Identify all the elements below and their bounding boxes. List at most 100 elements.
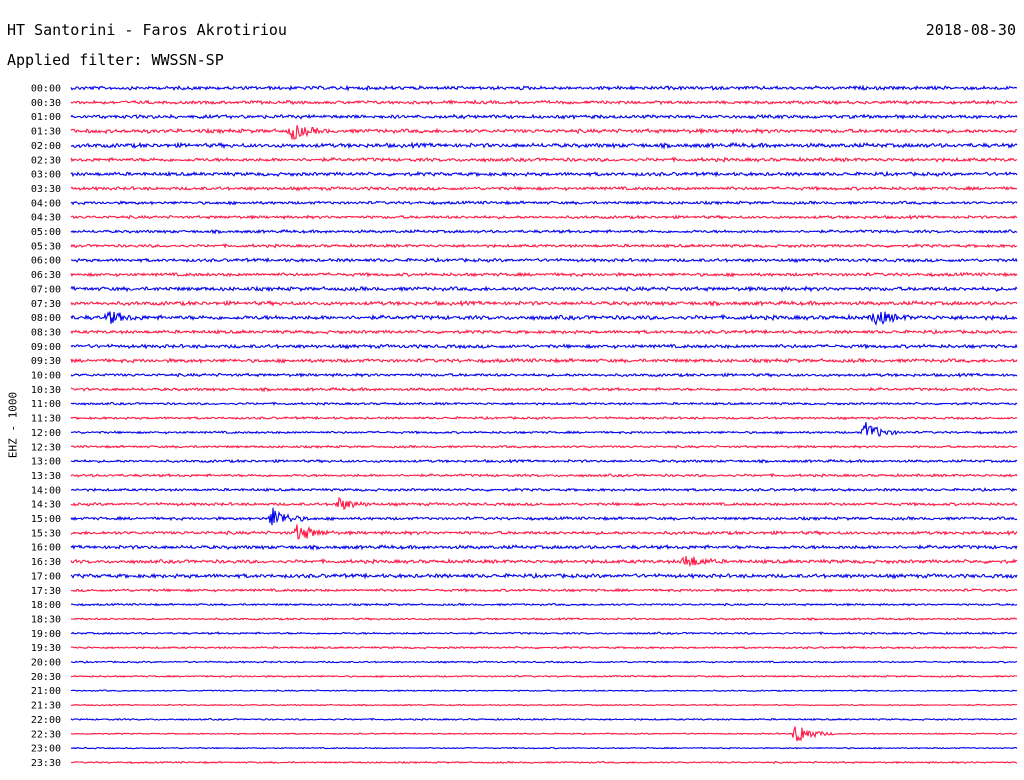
seismic-trace [70, 760, 1018, 765]
seismic-trace [70, 271, 1018, 278]
seismic-trace [70, 587, 1018, 593]
seismic-trace [70, 113, 1018, 121]
seismic-trace [70, 415, 1018, 421]
seismic-trace [70, 256, 1018, 264]
seismic-trace [70, 141, 1018, 150]
seismic-trace [70, 524, 1018, 540]
time-tick-label: 20:00 [31, 658, 61, 669]
seismic-trace [70, 228, 1018, 235]
time-tick-label: 04:30 [31, 213, 61, 224]
time-tick-label: 16:00 [31, 543, 61, 554]
time-tick-label: 06:30 [31, 270, 61, 281]
time-tick-label: 05:00 [31, 227, 61, 238]
seismic-trace [70, 645, 1018, 650]
time-tick-label: 11:30 [31, 414, 61, 425]
time-tick-label: 21:00 [31, 686, 61, 697]
time-tick-label: 12:30 [31, 442, 61, 453]
seismic-trace [70, 631, 1018, 636]
seismic-trace [71, 602, 1018, 607]
seismic-trace [70, 458, 1018, 464]
time-tick-label: 14:30 [31, 500, 61, 511]
time-tick-label: 23:00 [31, 744, 61, 755]
time-tick-label: 01:30 [31, 127, 61, 138]
seismic-trace [70, 125, 1017, 141]
seismic-trace [70, 357, 1018, 365]
seismic-trace [70, 472, 1018, 478]
seismic-trace [70, 543, 1018, 551]
seismic-trace [70, 299, 1018, 308]
time-tick-label: 23:30 [31, 758, 61, 769]
time-tick-label: 08:30 [31, 327, 61, 338]
seismic-trace [70, 156, 1018, 163]
time-tick-label: 20:30 [31, 672, 61, 683]
record-date: 2018-08-30 [925, 21, 1016, 39]
time-tick-label: 18:00 [31, 600, 61, 611]
seismic-trace [70, 401, 1018, 406]
seismic-trace [70, 214, 1018, 221]
time-tick-label: 09:30 [31, 356, 61, 367]
seismic-trace [70, 497, 1018, 511]
seismic-trace [70, 717, 1017, 722]
time-tick-label: 13:30 [31, 471, 61, 482]
seismic-trace [70, 328, 1018, 335]
time-tick-label: 13:00 [31, 457, 61, 468]
seismic-trace [70, 571, 1018, 580]
time-tick-label: 02:00 [31, 141, 61, 152]
seismic-trace [70, 444, 1018, 450]
time-tick-label: 07:30 [31, 299, 61, 310]
seismic-trace [70, 242, 1018, 249]
time-tick-label: 18:30 [31, 614, 61, 625]
time-tick-label: 15:30 [31, 528, 61, 539]
seismic-trace [70, 372, 1018, 378]
time-tick-label: 03:00 [31, 170, 61, 181]
seismic-trace [70, 200, 1018, 206]
time-tick-label: 01:00 [31, 112, 61, 123]
time-tick-label: 19:30 [31, 643, 61, 654]
seismic-trace [70, 507, 1018, 526]
time-tick-label: 05:30 [31, 241, 61, 252]
time-tick-label: 00:30 [31, 98, 61, 109]
seismic-trace [70, 170, 1018, 178]
seismic-trace [70, 556, 1018, 568]
seismic-trace [70, 660, 1018, 664]
time-tick-label: 19:00 [31, 629, 61, 640]
seismic-trace [70, 422, 1018, 437]
seismic-trace [70, 703, 1018, 707]
time-tick-label: 14:00 [31, 485, 61, 496]
seismic-trace [70, 185, 1018, 192]
time-tick-label: 04:00 [31, 198, 61, 209]
time-tick-label: 15:00 [31, 514, 61, 525]
time-tick-label: 16:30 [31, 557, 61, 568]
seismic-trace [70, 99, 1018, 106]
seismic-trace [70, 343, 1018, 350]
time-tick-label: 21:30 [31, 701, 61, 712]
time-tick-label: 10:00 [31, 371, 61, 382]
seismic-trace [70, 674, 1018, 679]
seismic-trace [70, 285, 1018, 293]
time-tick-label: 22:30 [31, 729, 61, 740]
time-tick-label: 08:00 [31, 313, 61, 324]
time-tick-label: 11:00 [31, 399, 61, 410]
time-tick-label: 10:30 [31, 385, 61, 396]
seismic-trace [70, 84, 1018, 92]
seismic-trace [71, 487, 1018, 493]
station-title: HT Santorini - Faros Akrotiriou [7, 21, 287, 39]
time-tick-label: 03:30 [31, 184, 61, 195]
time-tick-label: 06:00 [31, 256, 61, 267]
time-tick-label: 07:00 [31, 284, 61, 295]
time-tick-label: 09:00 [31, 342, 61, 353]
time-tick-label: 02:30 [31, 155, 61, 166]
time-tick-label: 17:00 [31, 571, 61, 582]
time-tick-label: 00:00 [31, 84, 61, 95]
seismic-trace [70, 616, 1018, 622]
seismic-trace [71, 689, 1018, 693]
time-tick-label: 17:30 [31, 586, 61, 597]
seismic-trace [71, 726, 1018, 742]
seismic-trace [70, 746, 1018, 750]
seismic-trace [70, 311, 1018, 326]
time-tick-label: 12:00 [31, 428, 61, 439]
time-tick-label: 22:00 [31, 715, 61, 726]
applied-filter-label: Applied filter: WWSSN-SP [7, 51, 224, 69]
seismic-trace [70, 386, 1018, 393]
